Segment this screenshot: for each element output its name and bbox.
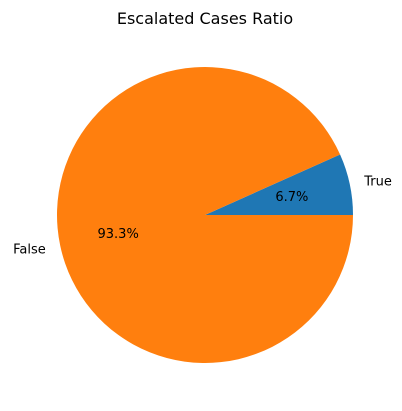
pie-slice-true xyxy=(205,154,353,215)
pie-slices xyxy=(57,67,353,364)
pie-labels: True 6.7% False 93.3% xyxy=(13,174,392,257)
chart-title: Escalated Cases Ratio xyxy=(117,9,293,28)
slice-label-true: True xyxy=(363,174,392,189)
percent-label-true: 6.7% xyxy=(275,190,308,205)
slice-label-false: False xyxy=(13,243,46,258)
pie-slice-false xyxy=(57,67,353,364)
percent-label-false: 93.3% xyxy=(98,227,139,242)
